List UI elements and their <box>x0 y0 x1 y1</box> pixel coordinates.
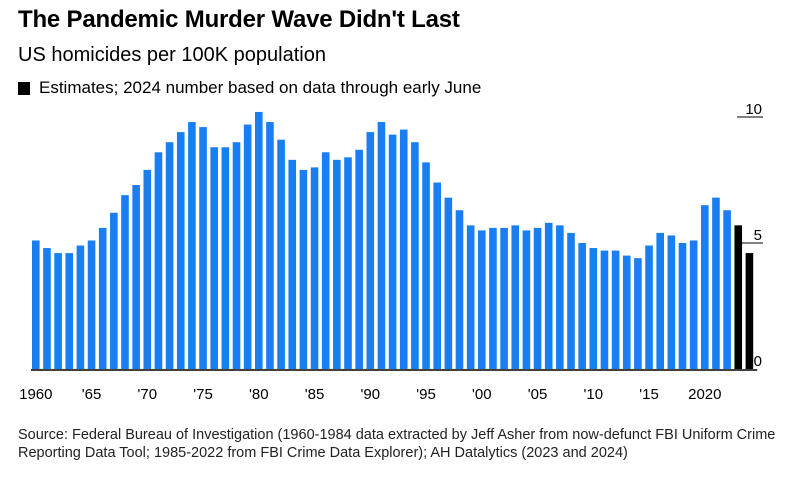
bar-1992 <box>388 134 397 369</box>
x-tick-label: '10 <box>584 386 604 403</box>
bar-1984 <box>299 169 308 369</box>
x-tick-label: '75 <box>193 386 213 403</box>
x-tick-label: 2020 <box>688 386 721 403</box>
bar-1981 <box>266 122 274 369</box>
x-tick-label: '80 <box>249 386 269 403</box>
bar-1995 <box>422 162 430 369</box>
bar-2023 <box>734 225 743 369</box>
x-tick-label: '00 <box>472 386 492 403</box>
legend-estimate-swatch <box>18 81 30 95</box>
x-tick-label: 1960 <box>19 386 52 403</box>
bar-2006 <box>544 222 553 369</box>
bar-1976 <box>210 147 218 369</box>
bar-1964 <box>76 245 85 369</box>
bar-1967 <box>110 212 118 369</box>
source-note: Source: Federal Bureau of Investigation … <box>18 427 776 461</box>
bar-2012 <box>611 250 620 369</box>
bar-1994 <box>411 142 419 369</box>
bar-1968 <box>121 195 129 369</box>
bar-2022 <box>723 210 731 369</box>
bar-1998 <box>455 210 464 369</box>
bar-1972 <box>165 142 174 369</box>
bar-series <box>32 111 754 370</box>
x-tick-label: '65 <box>82 386 102 403</box>
bar-2013 <box>622 255 631 369</box>
bar-1960 <box>32 240 40 369</box>
bar-1970 <box>143 169 152 369</box>
bar-1965 <box>87 240 96 369</box>
bar-2015 <box>645 245 653 369</box>
bar-2017 <box>667 235 676 369</box>
bar-1979 <box>243 124 252 369</box>
y-tick-label: 10 <box>745 101 762 118</box>
bar-2003 <box>511 225 520 369</box>
bar-2018 <box>678 243 687 369</box>
x-tick-labels: 1960 '65 '70 '75 '80 '85 '90 '95 '00 '05 '10 '15 202… <box>19 386 721 403</box>
bar-2001 <box>489 227 497 369</box>
bar-1989 <box>355 149 363 369</box>
bar-2010 <box>589 248 598 369</box>
bar-2020 <box>701 205 709 369</box>
bar-1978 <box>232 142 241 369</box>
bar-2004 <box>522 230 531 369</box>
x-tick-label: '85 <box>305 386 325 403</box>
y-tick-labels: 0 5 10 <box>737 101 763 370</box>
y-tick-label: 5 <box>754 227 762 244</box>
bar-1997 <box>444 197 453 369</box>
legend-estimate-label: Estimates; 2024 number based on data thr… <box>39 78 482 97</box>
bar-2014 <box>634 258 642 369</box>
bar-1971 <box>154 152 163 369</box>
bar-1988 <box>344 157 352 369</box>
bar-1962 <box>54 253 62 369</box>
bar-1983 <box>288 159 297 369</box>
bar-1991 <box>377 122 386 369</box>
bar-1973 <box>176 132 185 369</box>
bar-1961 <box>43 248 51 369</box>
bar-1985 <box>310 167 319 369</box>
bar-1993 <box>399 129 408 369</box>
bar-1982 <box>277 139 285 369</box>
bar-2000 <box>478 230 486 369</box>
bar-chart: 1960 '65 '70 '75 '80 '85 '90 '95 '00 '05 '10 '15 202… <box>19 101 763 403</box>
bar-2008 <box>567 232 575 369</box>
legend: Estimates; 2024 number based on data thr… <box>18 78 481 98</box>
x-tick-label: '90 <box>361 386 381 403</box>
bar-1975 <box>199 127 207 369</box>
bar-2024 <box>745 253 754 369</box>
bar-1963 <box>65 253 74 369</box>
bar-2019 <box>689 240 698 369</box>
chart-subtitle: US homicides per 100K population <box>18 44 326 66</box>
chart-title: The Pandemic Murder Wave Didn't Last <box>18 6 460 33</box>
bar-1974 <box>188 122 196 369</box>
bar-2016 <box>656 232 664 369</box>
x-tick-label: '70 <box>138 386 158 403</box>
bar-1969 <box>132 185 140 369</box>
x-tick-label: '15 <box>639 386 659 403</box>
bar-1980 <box>255 111 263 370</box>
x-tick-label: '05 <box>528 386 548 403</box>
bar-2011 <box>600 250 609 369</box>
bar-2021 <box>712 197 720 369</box>
bar-1996 <box>433 182 441 369</box>
bar-2002 <box>500 227 508 369</box>
x-tick-label: '95 <box>416 386 436 403</box>
bar-2007 <box>556 225 564 369</box>
y-tick-label: 0 <box>754 353 762 370</box>
bar-1987 <box>333 159 341 369</box>
bar-1999 <box>466 225 475 369</box>
bar-1977 <box>221 147 230 369</box>
bar-2009 <box>578 243 586 369</box>
bar-1966 <box>98 227 107 369</box>
bar-1986 <box>321 152 330 369</box>
bar-2005 <box>533 227 542 369</box>
bar-1990 <box>366 132 375 369</box>
